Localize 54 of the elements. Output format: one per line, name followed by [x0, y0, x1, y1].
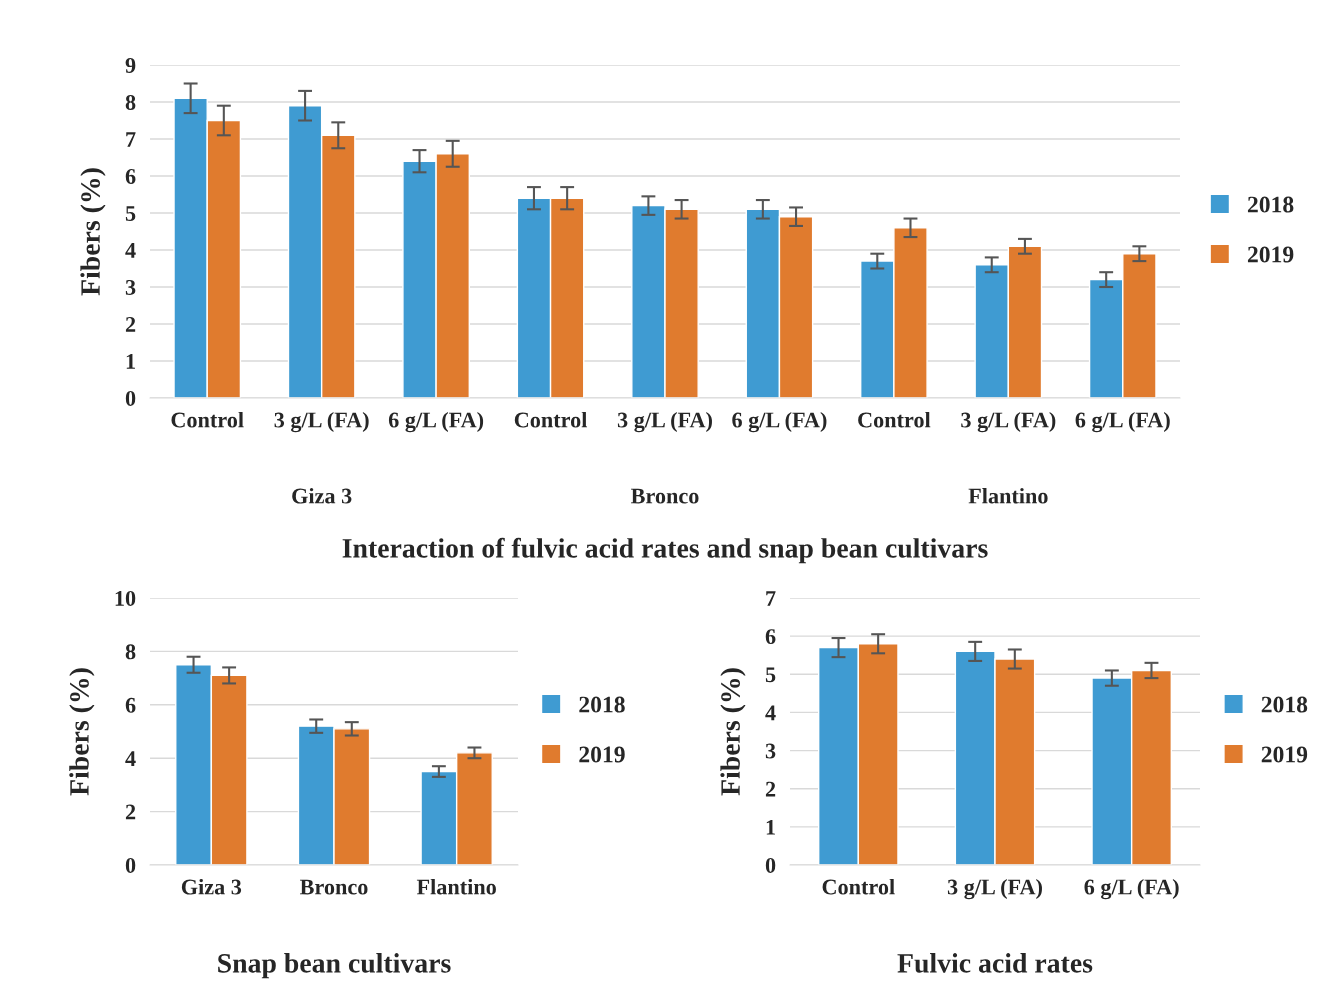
text: Bronco [631, 488, 699, 504]
x-tick-label: Giza 3 [181, 878, 242, 895]
y-tick-label: 3 [125, 279, 136, 295]
y-tick-label: 4 [125, 243, 136, 258]
y-tick-label: 6 [125, 697, 136, 713]
y-tick-label: 6 [765, 629, 776, 645]
text: Fulvic acid rates [897, 953, 1093, 973]
x-tick-label: Control [171, 411, 244, 428]
x-tick-label: Control [858, 411, 931, 428]
text: Snap bean cultivars [218, 953, 451, 979]
y-tick-label: 4 [125, 751, 136, 766]
y-tick-label: 2 [765, 781, 776, 797]
y-axis-title: Fibers (%) [69, 668, 95, 796]
y-tick-label: 7 [126, 132, 136, 147]
y-tick-label: 0 [125, 390, 136, 406]
x-tick-label: 6 g/L (FA) [388, 411, 484, 433]
y-tick-label: 7 [766, 591, 776, 606]
legend-label: 2019 [579, 746, 625, 763]
y-tick-label: 6 [125, 168, 136, 184]
x-tick-label: 6 g/L (FA) [732, 411, 827, 433]
x-tick-label: Bronco [300, 879, 368, 895]
legend-label: 2019 [1261, 746, 1308, 763]
x-tick-label: Flantino [416, 878, 496, 895]
x-tick-label: 3 g/L (FA) [617, 411, 712, 433]
y-tick-label: 5 [765, 667, 776, 683]
y-tick-label: 8 [125, 94, 136, 110]
text: Flantino [968, 487, 1048, 504]
x-tick-label: Control [822, 878, 895, 895]
text: Giza 3 [292, 487, 352, 504]
legend-label: 2018 [1261, 696, 1308, 713]
legend-label: 2018 [579, 696, 625, 713]
legend-label: 2018 [1247, 196, 1294, 213]
x-tick-label: 6 g/L (FA) [1084, 878, 1179, 900]
y-axis-title: Fibers (%) [80, 168, 106, 296]
y-tick-label: 0 [125, 857, 136, 873]
x-tick-label: 3 g/L (FA) [947, 878, 1042, 900]
text: Interaction of fulvic acid rates and snap bean cultivars [342, 537, 988, 564]
y-tick-label: 2 [125, 804, 136, 820]
x-tick-label: 3 g/L (FA) [961, 411, 1056, 433]
y-tick-label: 3 [765, 743, 776, 759]
legend-label: 2019 [1247, 246, 1294, 263]
y-tick-label: 9 [125, 57, 136, 73]
y-axis-title: Fibers (%) [720, 668, 746, 796]
y-tick-label: 5 [125, 206, 136, 221]
x-tick-label: 6 g/L (FA) [1075, 411, 1170, 433]
y-tick-label: 1 [766, 819, 775, 835]
y-tick-label: 1 [126, 354, 135, 369]
y-tick-label: 4 [765, 705, 776, 721]
y-tick-label: 8 [125, 644, 136, 660]
x-tick-label: Control [514, 411, 588, 428]
y-tick-label: 2 [125, 316, 136, 332]
y-tick-label: 0 [765, 857, 776, 873]
x-tick-label: 3 g/L (FA) [274, 411, 369, 433]
y-tick-label: 10 [115, 590, 136, 606]
